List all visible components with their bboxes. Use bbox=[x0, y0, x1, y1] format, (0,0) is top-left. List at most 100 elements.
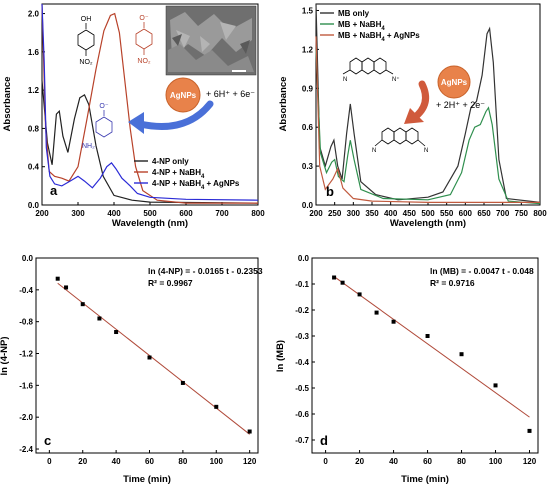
y-tick-label: -0.7 bbox=[295, 436, 309, 445]
data-point bbox=[332, 275, 337, 280]
data-point bbox=[55, 276, 60, 281]
x-tick-label: 0 bbox=[323, 457, 328, 466]
x-tick-label: 200 bbox=[35, 209, 49, 218]
y-tick-label: 0.0 bbox=[28, 201, 40, 210]
panel-a-uv-vis-4np: 200 300 400 500 600 700 800 0.0 0.4 0.8 1.2 1.6 2.0… bbox=[2, 3, 265, 229]
panel-c-kinetics-4np: 0 20 40 60 80 100 120 0.0 -0.4 -0.8 -1.2 -1.6 -2.0 -… bbox=[0, 254, 263, 485]
x-tick-label: 400 bbox=[107, 209, 121, 218]
panel-d-y-ticks: 0.0 -0.1 -0.2 -0.3 -0.4 -0.5 -0.6 -0.7 bbox=[295, 254, 315, 445]
y-tick-label: -0.8 bbox=[19, 318, 33, 327]
panel-c-equation: ln (4-NP) = - 0.0165 t - 0.2353 bbox=[148, 266, 263, 276]
data-point bbox=[425, 334, 430, 338]
panel-d-x-ticks: 0 20 40 60 80 100 120 bbox=[323, 450, 537, 466]
x-tick-label: 60 bbox=[145, 457, 154, 466]
panel-c-r2: R² = 0.9967 bbox=[148, 278, 193, 288]
reaction-arrowhead-b bbox=[404, 108, 424, 124]
legend-label: 4-NP + NaBH4 + AgNPs bbox=[152, 179, 240, 191]
data-point bbox=[459, 352, 464, 357]
x-tick-label: 80 bbox=[457, 457, 466, 466]
panel-b-y-ticks: 0.0 0.3 0.6 0.9 1.2 1.5 bbox=[302, 6, 319, 210]
y-tick-label: 1.2 bbox=[28, 86, 40, 95]
panel-b-series bbox=[315, 3, 541, 205]
data-point bbox=[527, 428, 532, 433]
legend-label: 4-NP only bbox=[152, 157, 189, 166]
y-tick-label: 0.3 bbox=[302, 162, 314, 171]
x-tick-label: 80 bbox=[178, 457, 187, 466]
x-tick-label: 400 bbox=[384, 209, 398, 218]
x-tick-label: 800 bbox=[251, 209, 265, 218]
svg-text:AgNPs: AgNPs bbox=[170, 91, 197, 100]
x-tick-label: 450 bbox=[403, 209, 417, 218]
y-tick-label: 1.2 bbox=[302, 45, 314, 54]
x-tick-label: 20 bbox=[78, 457, 87, 466]
y-tick-label: -0.3 bbox=[295, 332, 309, 341]
panel-b-x-label: Wavelength (nm) bbox=[390, 218, 466, 229]
y-tick-label: 2.0 bbox=[28, 10, 40, 19]
y-tick-label: 1.6 bbox=[28, 48, 40, 57]
panel-c-frame bbox=[35, 257, 259, 454]
reaction-text-b: + 2H⁺ + 2e⁻ bbox=[436, 100, 485, 110]
data-point bbox=[247, 429, 252, 434]
x-tick-label: 650 bbox=[477, 209, 491, 218]
sem-inset-image bbox=[165, 5, 257, 76]
panel-c-letter: c bbox=[44, 433, 51, 448]
mb-n-left: N bbox=[343, 77, 347, 83]
x-tick-label: 350 bbox=[365, 209, 379, 218]
4-nitrophenolate-structure: O⁻ NO₂ bbox=[135, 15, 153, 65]
reaction-arrowhead-a bbox=[128, 112, 144, 134]
mb-n-right: N⁺ bbox=[392, 76, 400, 83]
series-line-1 bbox=[41, 80, 259, 204]
agnps-badge-a: AgNPs bbox=[165, 77, 201, 113]
reaction-arrow-b bbox=[410, 80, 430, 122]
x-tick-label: 500 bbox=[421, 209, 435, 218]
series-line-3 bbox=[41, 3, 259, 201]
svg-text:O⁻: O⁻ bbox=[99, 103, 108, 110]
panel-c-y-label: ln (4-NP) bbox=[0, 336, 10, 375]
data-point bbox=[147, 355, 152, 360]
x-tick-label: 300 bbox=[347, 209, 361, 218]
x-tick-label: 750 bbox=[515, 209, 529, 218]
data-point bbox=[493, 383, 498, 388]
panel-d-frame bbox=[311, 257, 539, 454]
panel-b-uv-vis-mb: 200 250 300 350 400 450 500 550 600 650 700 750 800 … bbox=[278, 3, 547, 229]
y-tick-label: -0.4 bbox=[295, 358, 309, 367]
panel-d-kinetics-mb: 0 20 40 60 80 100 120 0.0 -0.1 -0.2 -0.3 -0.4 -0.5 -… bbox=[275, 254, 539, 485]
leuco-mb-structure bbox=[374, 127, 426, 147]
x-tick-label: 500 bbox=[143, 209, 157, 218]
svg-text:OH: OH bbox=[81, 16, 92, 23]
panel-c-data bbox=[55, 276, 252, 435]
data-point bbox=[114, 330, 119, 335]
data-point bbox=[374, 310, 379, 315]
panel-c-x-ticks: 0 20 40 60 80 100 120 bbox=[47, 450, 257, 466]
x-tick-label: 100 bbox=[210, 457, 224, 466]
x-tick-label: 300 bbox=[71, 209, 85, 218]
series-line-3 bbox=[315, 36, 540, 203]
series-line-1 bbox=[315, 3, 541, 203]
svg-text:AgNPs: AgNPs bbox=[441, 78, 468, 87]
legend-label: MB + NaBH4 + AgNPs bbox=[338, 31, 420, 43]
data-point bbox=[214, 404, 219, 409]
data-point bbox=[180, 380, 185, 385]
panel-d-y-label: ln (MB) bbox=[275, 340, 286, 372]
panel-d-x-label: Time (min) bbox=[401, 474, 449, 485]
svg-text:NO₂: NO₂ bbox=[137, 58, 151, 65]
y-tick-label: 0.0 bbox=[22, 254, 34, 263]
y-tick-label: -0.5 bbox=[295, 384, 309, 393]
panel-a-series bbox=[41, 3, 259, 204]
x-tick-label: 700 bbox=[496, 209, 510, 218]
svg-text:NO₂: NO₂ bbox=[79, 59, 93, 66]
reaction-text-a: + 6H⁺ + 6e⁻ bbox=[206, 89, 255, 99]
panel-b-y-label: Absorbance bbox=[278, 77, 289, 132]
panel-d-letter: d bbox=[320, 433, 328, 448]
panel-c-y-ticks: 0.0 -0.4 -0.8 -1.2 -1.6 -2.0 -2.4 bbox=[19, 254, 39, 454]
panel-d-data bbox=[332, 275, 532, 433]
x-tick-label: 0 bbox=[47, 457, 52, 466]
x-tick-label: 40 bbox=[112, 457, 121, 466]
y-tick-label: -0.1 bbox=[295, 280, 309, 289]
data-point bbox=[357, 292, 362, 297]
leuco-n-left: N bbox=[372, 148, 376, 154]
y-tick-label: 0.0 bbox=[298, 254, 310, 263]
x-tick-label: 100 bbox=[489, 457, 503, 466]
